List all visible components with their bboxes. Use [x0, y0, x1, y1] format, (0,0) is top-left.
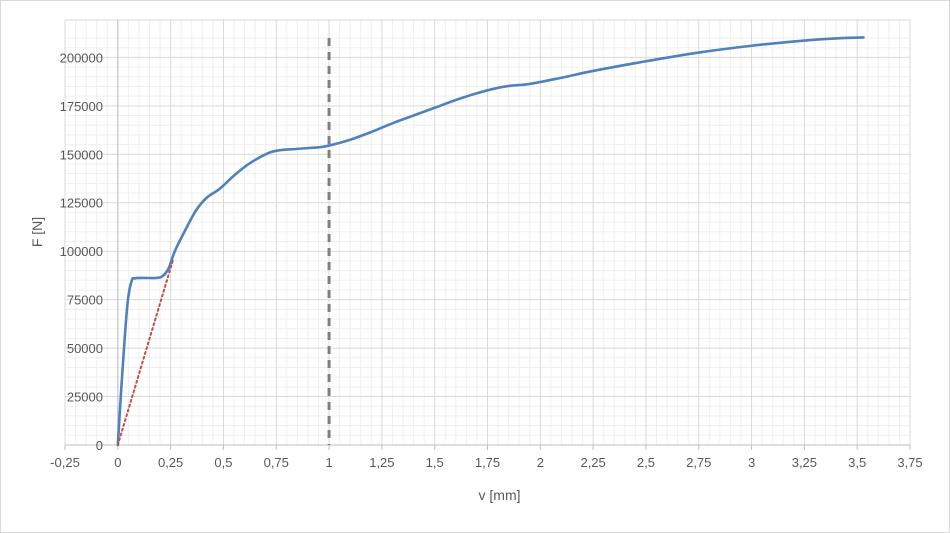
x-tick-label: -0,25 — [50, 455, 80, 470]
axes — [64, 20, 911, 450]
x-tick-label: 3,25 — [792, 455, 817, 470]
x-tick-label: 0,5 — [214, 455, 232, 470]
y-tick-label: 75000 — [67, 293, 103, 308]
y-tick-labels: 0 25000 50000 75000 100000 125000 150000 175000… — [60, 50, 103, 453]
series-line-linear-fit — [116, 259, 174, 446]
x-tick-label: 2 — [537, 455, 544, 470]
x-tick-label: 3,5 — [848, 455, 866, 470]
y-tick-label: 125000 — [60, 196, 103, 211]
y-tick-label: 150000 — [60, 147, 103, 162]
x-tick-label: 0,25 — [158, 455, 183, 470]
x-tick-label: 1 — [325, 455, 332, 470]
y-axis-title: F [N] — [29, 217, 45, 247]
x-tick-label: 1,25 — [369, 455, 394, 470]
x-tick-label: 3,75 — [897, 455, 922, 470]
x-tick-label: 2,5 — [637, 455, 655, 470]
x-tick-labels: -0,25 0 0,25 0,5 0,75 1 1,25 1,5 1,75 2 2,25 2,5 2,7… — [50, 455, 922, 470]
x-tick-label: 2,75 — [686, 455, 711, 470]
y-tick-label: 50000 — [67, 341, 103, 356]
x-axis-title: v [mm] — [479, 487, 521, 503]
x-tick-label: 2,25 — [580, 455, 605, 470]
x-tick-label: 0 — [114, 455, 121, 470]
y-tick-label: 200000 — [60, 50, 103, 65]
y-tick-label: 100000 — [60, 244, 103, 259]
x-tick-label: 1,75 — [475, 455, 500, 470]
y-tick-label: 175000 — [60, 99, 103, 114]
data-series — [116, 36, 865, 447]
series-line-force-displacement — [116, 36, 865, 447]
x-tick-label: 0,75 — [264, 455, 289, 470]
y-tick-label: 0 — [96, 438, 103, 453]
x-tick-label: 1,5 — [426, 455, 444, 470]
x-tick-label: 3 — [748, 455, 755, 470]
y-tick-label: 25000 — [67, 390, 103, 405]
